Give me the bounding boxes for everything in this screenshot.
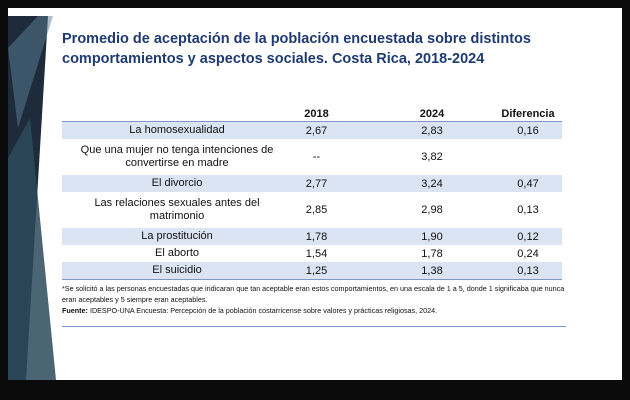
row-label-line-1: Que una mujer no tenga intenciones de [80, 144, 274, 156]
title-line-2: comportamientos y aspectos sociales. Cos… [62, 51, 485, 67]
value-2018: 1,78 [305, 230, 328, 243]
value-diferencia: 0,13 [517, 204, 539, 216]
source-line: Fuente: IDESPO-UNA Encuesta: Percepción … [62, 305, 566, 316]
deco-teal-band [8, 118, 56, 380]
title-line-1: Promedio de aceptación de la población e… [62, 31, 531, 47]
value-2018: 1,25 [305, 264, 328, 277]
slide-title: Promedio de aceptación de la población e… [62, 29, 582, 69]
value-diferencia: 0,47 [517, 177, 539, 190]
value-diferencia: 0,16 [517, 124, 539, 137]
table-bottom-rule [62, 279, 562, 280]
table-header-row: 2018 2024 Diferencia [62, 107, 562, 122]
acceptance-table: 2018 2024 Diferencia La homosexualidad 2… [62, 107, 562, 280]
value-2024: 3,24 [421, 177, 443, 190]
deco-light-band [8, 16, 53, 128]
row-label: La homosexualidad [129, 124, 225, 136]
footnote: *Se solicitó a las personas encuestadas … [62, 284, 565, 304]
header-cell-diferencia: Diferencia [501, 108, 555, 120]
value-2024: 3,82 [421, 151, 443, 163]
table-row: El divorcio 2,77 3,24 0,47 [62, 175, 562, 192]
header-cell-2024: 2024 [419, 108, 445, 120]
value-2024: 1,38 [421, 264, 443, 277]
slide: Promedio de aceptación de la población e… [8, 8, 622, 380]
value-diferencia: 0,13 [517, 264, 539, 277]
value-2018: 2,67 [305, 124, 328, 137]
row-label: La prostitución [141, 230, 213, 242]
value-2024: 1,78 [421, 247, 443, 260]
table-notes: *Se solicitó a las personas encuestadas … [62, 283, 566, 316]
row-label-line-2: matrimonio [149, 210, 205, 222]
table-row: El aborto 1,54 1,78 0,24 [62, 245, 562, 262]
row-label-line-1: Las relaciones sexuales antes del [94, 197, 260, 209]
source-label: Fuente: [62, 306, 88, 315]
value-2018: 1,54 [305, 247, 328, 260]
decorative-shapes [8, 16, 56, 380]
row-label: El aborto [154, 247, 200, 259]
table-row: La homosexualidad 2,67 2,83 0,16 [62, 122, 562, 139]
value-diferencia: 0,12 [517, 230, 539, 243]
table-row: Las relaciones sexuales antes del matrim… [62, 192, 562, 228]
value-2018: -- [312, 151, 321, 163]
row-label: Las relaciones sexuales antes del matrim… [62, 197, 292, 223]
row-label: El suicidio [152, 264, 202, 276]
row-label-line-2: convertirse en madre [125, 157, 229, 169]
value-2018: 2,77 [305, 177, 328, 190]
table-row: El suicidio 1,25 1,38 0,13 [62, 262, 562, 279]
value-2024: 2,98 [421, 204, 443, 216]
table-row: La prostitución 1,78 1,90 0,12 [62, 228, 562, 245]
header-cell-2018: 2018 [304, 108, 329, 120]
value-2024: 1,90 [421, 230, 443, 243]
value-2018: 2,85 [305, 204, 328, 216]
value-2024: 2,83 [421, 124, 443, 137]
row-label: El divorcio [151, 177, 203, 189]
source-text: IDESPO-UNA Encuesta: Percepción de la po… [89, 306, 438, 315]
table-row: Que una mujer no tenga intenciones de co… [62, 139, 562, 175]
bottom-divider [62, 326, 566, 327]
row-label: Que una mujer no tenga intenciones de co… [62, 144, 292, 170]
value-diferencia: 0,24 [517, 247, 539, 260]
